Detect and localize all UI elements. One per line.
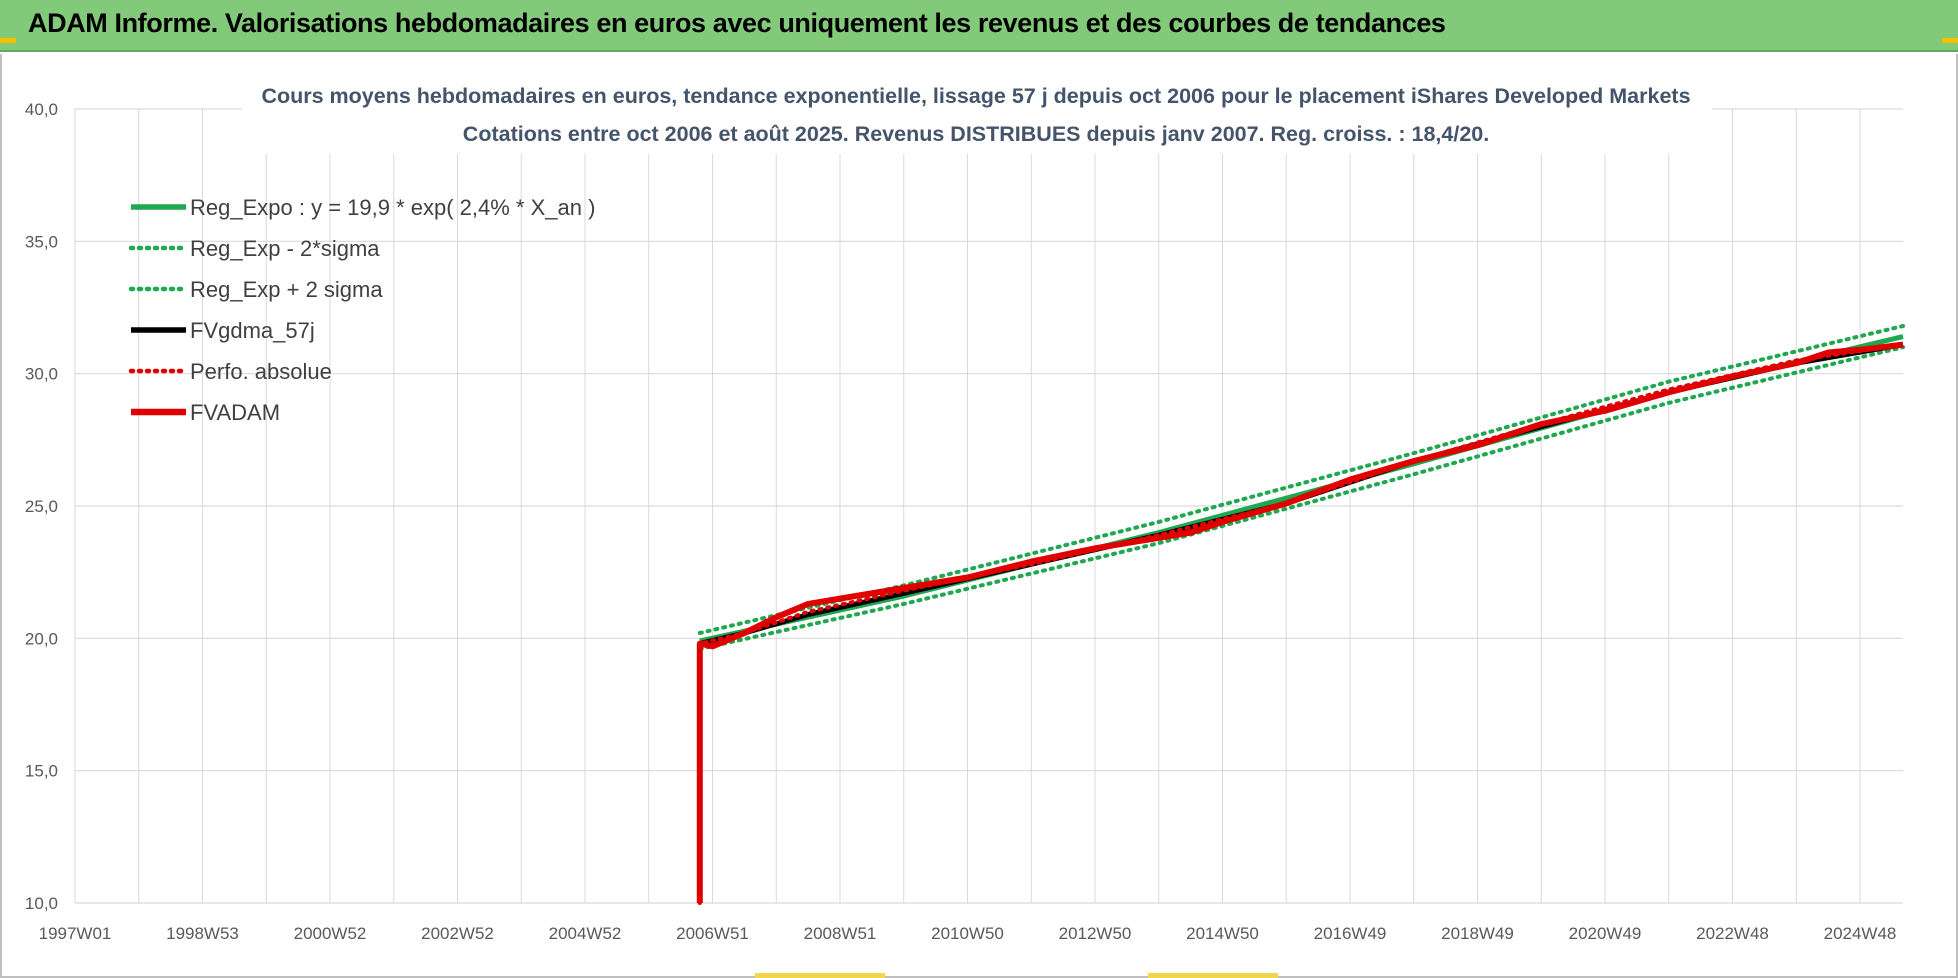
x-tick-label: 2004W52 (549, 924, 622, 943)
y-tick-label: 35,0 (25, 232, 58, 251)
x-tick-label: 2020W49 (1569, 924, 1642, 943)
x-tick-label: 2018W49 (1441, 924, 1514, 943)
chart-titles: Cours moyens hebdomadaires en euros, ten… (242, 78, 1712, 154)
chart-subtitle: Cotations entre oct 2006 et août 2025. R… (463, 122, 1489, 146)
x-tick-label: 1997W01 (39, 924, 112, 943)
y-tick-label: 10,0 (25, 894, 58, 913)
chart-title: Cours moyens hebdomadaires en euros, ten… (261, 84, 1690, 108)
y-tick-label: 15,0 (25, 762, 58, 781)
bottom-marker-left (755, 973, 885, 978)
y-axis-tick-labels: 10,0 15,0 20,0 25,0 30,0 35,0 40,0 (25, 100, 58, 913)
legend-label: FVADAM (190, 400, 280, 425)
series-line-1 (697, 345, 1905, 651)
series-line-2 (697, 324, 1905, 635)
legend-label: Reg_Exp + 2 sigma (190, 277, 383, 302)
y-tick-label: 20,0 (25, 629, 58, 648)
x-tick-label: 1998W53 (166, 924, 239, 943)
y-tick-label: 25,0 (25, 497, 58, 516)
x-axis-tick-labels: 1997W01 1998W53 2000W52 2002W52 2004W52 2006W… (39, 924, 1897, 943)
x-tick-label: 2022W48 (1696, 924, 1769, 943)
series-lines (696, 324, 1905, 905)
x-tick-label: 2024W48 (1824, 924, 1897, 943)
corner-marker-top-right (1942, 38, 1958, 43)
chart-frame (0, 54, 1958, 978)
legend-label: FVgdma_57j (190, 318, 315, 343)
x-tick-label: 2016W49 (1314, 924, 1387, 943)
x-tick-label: 2006W51 (676, 924, 749, 943)
legend: Reg_Expo : y = 19,9 * exp( 2,4% * X_an )… (128, 195, 595, 425)
legend-label: Perfo. absolue (190, 359, 332, 384)
x-tick-label: 2002W52 (421, 924, 494, 943)
x-tick-label: 2010W50 (931, 924, 1004, 943)
series-line-4 (697, 342, 1905, 905)
report-banner: ADAM Informe. Valorisations hebdomadaire… (0, 0, 1958, 52)
x-tick-label: 2014W50 (1186, 924, 1259, 943)
x-tick-label: 2008W51 (804, 924, 877, 943)
x-tick-label: 2012W50 (1059, 924, 1132, 943)
y-tick-label: 40,0 (25, 100, 58, 119)
banner-title: ADAM Informe. Valorisations hebdomadaire… (28, 8, 1446, 38)
bottom-marker-right (1148, 973, 1278, 978)
x-tick-label: 2000W52 (294, 924, 367, 943)
series-line-5 (696, 341, 1904, 903)
legend-label: Reg_Expo : y = 19,9 * exp( 2,4% * X_an ) (190, 195, 595, 220)
corner-marker-top-left (0, 38, 16, 43)
y-tick-label: 30,0 (25, 365, 58, 384)
legend-label: Reg_Exp - 2*sigma (190, 236, 380, 261)
gridlines (74, 108, 1903, 904)
